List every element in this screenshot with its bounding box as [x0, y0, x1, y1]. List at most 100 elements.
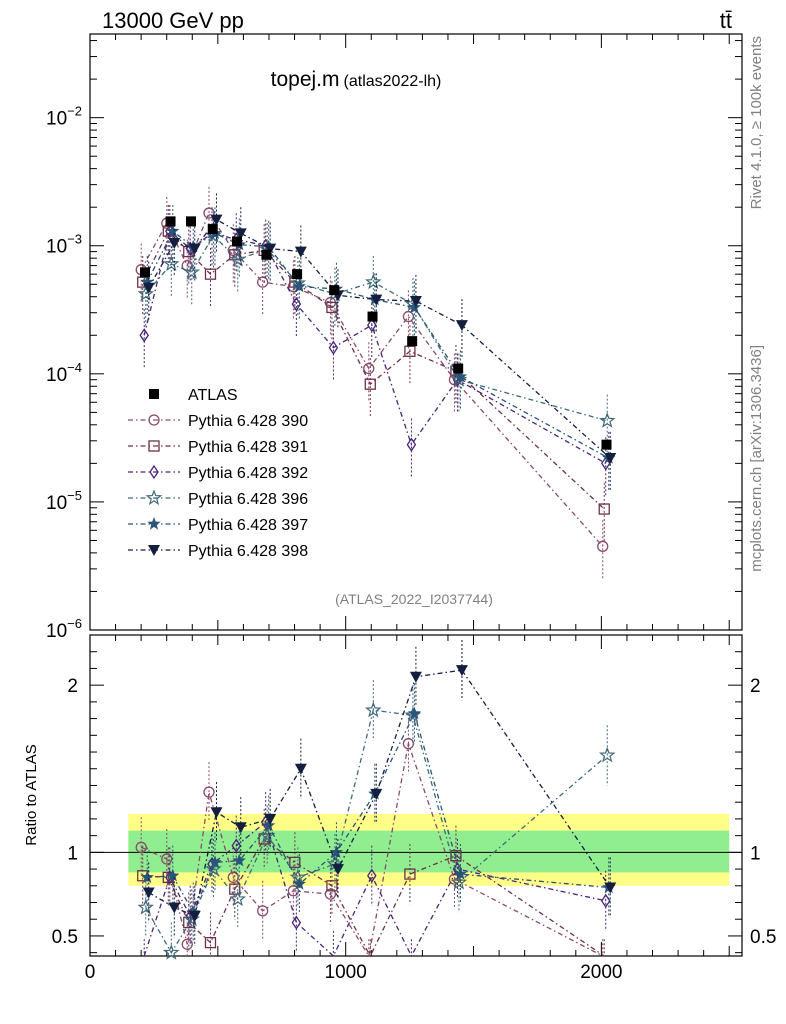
legend-label-s397: Pythia 6.428 397 [188, 517, 308, 534]
legend-label-s391: Pythia 6.428 391 [188, 439, 308, 456]
ratio-plot-panel: 0 1000 2000 0.5 0.5 1 1 2 2 [52, 634, 776, 983]
main-series-line-s396 [145, 234, 608, 422]
main-marker-s390 [203, 207, 215, 219]
main-y-tick-exponent: −6 [67, 616, 82, 631]
ratio-marker-s398 [210, 807, 223, 819]
ratio-marker-s397 [208, 855, 222, 868]
ratio-series-line-s397 [147, 711, 609, 914]
main-marker-s397 [453, 369, 468, 383]
ratio-marker-s397 [329, 845, 344, 858]
atlas-data-point [407, 336, 418, 347]
ratio-series-line-s391 [142, 838, 605, 958]
main-marker-s397 [407, 300, 422, 314]
main-marker-s396 [183, 263, 201, 280]
ratio-marker-s390 [203, 786, 215, 798]
ratio-x-tick-label: 0 [85, 962, 96, 983]
atlas-data-point [292, 269, 303, 280]
main-marker-s391 [364, 378, 376, 390]
atlas-data-point [207, 224, 218, 235]
main-marker-s398 [409, 296, 422, 308]
ratio-marker-s397 [140, 870, 154, 884]
ratio-marker-s396 [364, 701, 382, 718]
analysis-watermark: (ATLAS_2022_I2037744) [335, 591, 493, 607]
main-marker-s391 [404, 345, 416, 357]
main-marker-s392 [406, 437, 417, 452]
ratio-series-line-s390 [140, 741, 603, 958]
legend-marker-s396 [145, 489, 163, 506]
ratio-series-line-s392 [143, 821, 606, 958]
atlas-data-point [232, 236, 243, 247]
main-y-tick-exponent: −4 [67, 360, 82, 375]
ratio-marker-s397 [232, 853, 246, 867]
legend-marker-s392 [149, 464, 159, 480]
main-marker-s390 [597, 540, 609, 552]
ratio-marker-s396 [450, 873, 468, 890]
legend: ATLAS Pythia 6.428 390 Pythia 6.428 391 Pyt… [128, 387, 308, 560]
main-marker-s398 [210, 214, 223, 226]
atlas-data-point [367, 311, 378, 322]
main-y-tick-label: 10−3 [46, 232, 82, 258]
ratio-marker-s390 [402, 738, 415, 750]
legend-label-atlas: ATLAS [188, 387, 238, 404]
main-marker-s390 [257, 276, 269, 288]
ratio-y-tick-label: 1 [67, 843, 78, 864]
mcplots-label: mcplots.cern.ch [arXiv:1306.3436] [748, 345, 765, 572]
main-marker-s390 [402, 310, 415, 323]
ratio-marker-s390 [257, 905, 269, 917]
legend-label-s390: Pythia 6.428 390 [188, 413, 308, 430]
main-marker-s391 [204, 268, 217, 280]
atlas-data-point [185, 216, 196, 227]
main-marker-s398 [234, 228, 247, 240]
main-marker-s397 [166, 224, 180, 237]
ratio-marker-s398 [294, 763, 307, 775]
ratio-marker-s392 [291, 915, 302, 930]
ratio-marker-s390 [287, 885, 300, 897]
main-y-tick-label: 10−4 [46, 360, 82, 386]
ratio-marker-s396 [137, 898, 155, 915]
main-marker-s396 [137, 285, 155, 302]
main-marker-s398 [455, 320, 468, 332]
legend-marker-s398 [148, 545, 160, 556]
main-marker-s398 [604, 453, 617, 465]
atlas-data-point [165, 216, 176, 227]
ratio-marker-s398 [604, 882, 617, 894]
main-series-line-s392 [143, 230, 607, 464]
ratio-marker-s397 [166, 868, 180, 882]
main-marker-s396 [598, 412, 616, 428]
atlas-data-point [453, 363, 464, 374]
ratio-marker-s390 [135, 841, 147, 853]
main-marker-s392 [139, 328, 150, 343]
main-marker-s396 [450, 371, 468, 387]
ratio-y-axis-label: Ratio to ATLAS [23, 744, 40, 845]
main-y-tick-label: 10−6 [46, 616, 82, 642]
ratio-marker-s397 [407, 706, 422, 720]
main-y-tick-exponent: −3 [67, 232, 82, 247]
main-y-tick-exponent: −2 [67, 104, 82, 119]
main-y-tick-exponent: −5 [67, 488, 82, 503]
ratio-y-tick-label-right: 2 [750, 676, 761, 697]
ratio-marker-s398 [188, 910, 201, 922]
main-marker-s398 [188, 243, 201, 255]
main-marker-s391 [598, 503, 610, 515]
ratio-x-tick-label: 2000 [580, 962, 622, 983]
legend-marker-s391 [148, 440, 160, 452]
ratio-marker-s398 [264, 813, 277, 825]
legend-label-s392: Pythia 6.428 392 [188, 465, 308, 482]
ratio-marker-s398 [409, 671, 422, 683]
ratio-marker-s398 [370, 788, 383, 800]
main-marker-s398 [168, 238, 181, 250]
plot-title-sub: (atlas2022-lh) [344, 73, 442, 90]
ratio-marker-s398 [331, 864, 344, 876]
ratio-marker-s397 [292, 877, 306, 890]
main-marker-s396 [229, 250, 247, 267]
rivet-version-label: Rivet 4.1.0, ≥ 100k events [748, 36, 765, 209]
ratio-marker-s396 [598, 746, 616, 763]
ratio-marker-s390 [181, 938, 193, 950]
ratio-marker-s391 [326, 880, 338, 892]
ratio-y-tick-label: 2 [67, 676, 78, 697]
legend-marker-atlas [149, 389, 159, 399]
atlas-data-point [139, 267, 150, 278]
ratio-marker-s397 [262, 818, 276, 832]
ratio-marker-s398 [234, 822, 247, 834]
main-marker-s398 [294, 246, 307, 258]
